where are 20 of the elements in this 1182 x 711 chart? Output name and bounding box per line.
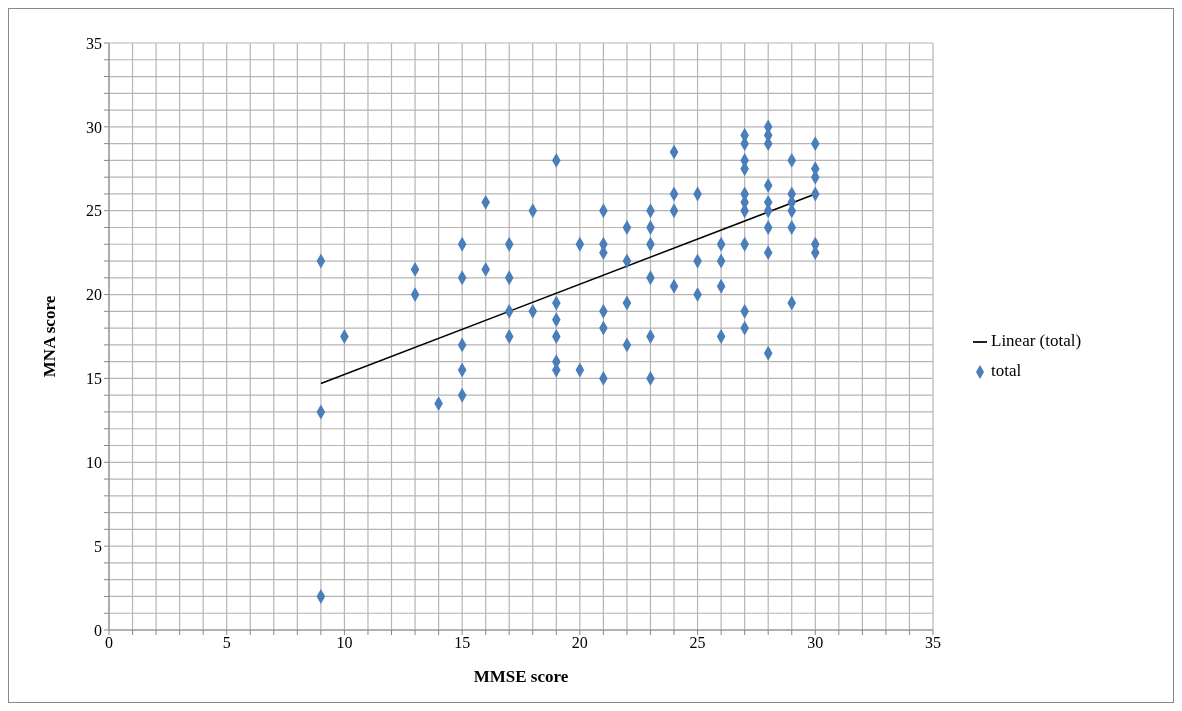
x-tick-label: 35 [925,634,941,652]
y-tick-label: 30 [86,118,102,136]
y-tick-label: 10 [86,453,102,471]
y-tick-label: 35 [86,34,102,52]
legend-label: total [991,360,1022,380]
y-tick-label: 20 [86,286,102,304]
x-tick-label: 0 [105,634,113,652]
y-tick-label: 0 [94,621,102,639]
y-tick-label: 25 [86,202,102,220]
x-tick-label: 20 [571,634,588,652]
y-axis-title: MNA score [40,295,60,378]
x-tick-label: 15 [454,634,471,652]
x-tick-label: 10 [336,634,353,652]
legend-label: Linear (total) [991,330,1082,350]
x-tick-label: 25 [689,634,706,652]
x-tick-label: 30 [807,634,824,652]
x-tick-label: 5 [222,634,231,652]
y-tick-label: 15 [86,370,102,388]
y-tick-label: 5 [94,537,102,555]
x-axis-title: MMSE score [473,667,569,686]
